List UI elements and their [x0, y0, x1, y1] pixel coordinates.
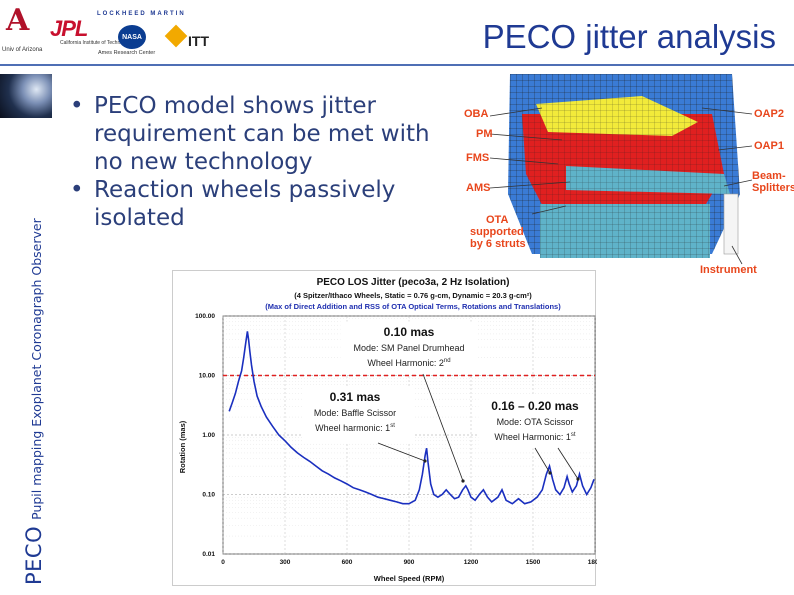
nasa-logo: NASA: [118, 25, 146, 49]
label-splitters: Splitters: [752, 182, 794, 194]
x-axis-label: Wheel Speed (RPM): [374, 574, 445, 583]
jitter-chart: PECO LOS Jitter (peco3a, 2 Hz Isolation)…: [172, 270, 597, 586]
y-tick-label: 100.00: [195, 313, 215, 320]
bullet-dot-icon: •: [70, 177, 84, 203]
annotation-arrow: [534, 447, 551, 474]
planet-image: [0, 74, 52, 118]
annotation-box: [340, 321, 478, 375]
annotation-arrow-head: [423, 459, 427, 463]
telescope-render: [489, 74, 753, 265]
bullet-item: • PECO model shows jitter requirement ca…: [70, 92, 450, 176]
annotation-arrow: [422, 373, 464, 482]
jpl-logo: JPL: [50, 16, 88, 41]
chart-ticks: 0 300 600 900 1200 1500 1800 100.00 10.00 1.00 0.1…: [195, 313, 597, 566]
annotation-harmonic-sup: nd: [444, 358, 451, 364]
itt-logo-icon: [164, 24, 188, 48]
annotation-value: 0.16 – 0.20 mas: [491, 399, 579, 413]
x-tick-label: 1200: [464, 559, 479, 566]
annotation-value: 0.31 mas: [330, 390, 381, 404]
chart-series: [228, 331, 595, 505]
annotation-box: [302, 386, 414, 444]
annotation-arrow-head: [461, 479, 465, 483]
bullet-item: • Reaction wheels passively isolated: [70, 176, 450, 232]
chart-subtitle-2: (Max of Direct Addition and RSS of OTA O…: [265, 302, 561, 311]
x-tick-label: 900: [404, 559, 415, 566]
x-tick-label: 600: [342, 559, 353, 566]
label-pm: PM: [476, 128, 493, 140]
annotation-arrow-head: [548, 471, 552, 475]
annotation-harmonic: Wheel Harmonic: 2nd: [367, 358, 450, 368]
annotation-box: [478, 395, 594, 449]
x-tick-label: 300: [280, 559, 291, 566]
header-divider: [0, 64, 794, 66]
label-oba: OBA: [464, 108, 489, 120]
partner-logos: A Univ of Arizona JPL California Institu…: [0, 0, 240, 64]
itt-logo: ITT: [188, 33, 209, 49]
annotation-harmonic-sup: st: [571, 432, 576, 438]
telescope-model-image: OBA PM FMS AMS OTA supported by 6 struts…: [462, 74, 794, 278]
annotation-harmonic-sup: st: [390, 423, 395, 429]
label-instrument: Instrument: [700, 264, 757, 276]
chart-annotations: 0.10 mas Mode: SM Panel Drumhead Wheel Har…: [302, 321, 594, 483]
ua-logo: A: [6, 3, 30, 38]
annotation-mode: Mode: Baffle Scissor: [314, 408, 396, 418]
bullet-text: Reaction wheels passively isolated: [94, 177, 396, 231]
x-tick-label: 1500: [526, 559, 541, 566]
label-ota-supported: supported: [470, 226, 524, 238]
y-tick-label: 0.01: [202, 551, 215, 558]
annotation-harmonic: Wheel harmonic: 1st: [315, 423, 395, 433]
label-oap1: OAP1: [754, 140, 784, 152]
sidebar-title-big: PECO: [22, 525, 46, 585]
annotation-value: 0.10 mas: [384, 325, 435, 339]
label-oap2: OAP2: [754, 108, 784, 120]
jpl-logo-text: California Institute of Technology: [60, 40, 133, 46]
annotation-arrow: [377, 442, 426, 462]
jitter-chart-svg: PECO LOS Jitter (peco3a, 2 Hz Isolation)…: [178, 277, 597, 583]
ames-logo-text: Ames Research Center: [98, 50, 156, 56]
label-beam: Beam-: [752, 170, 786, 182]
label-ota: OTA: [486, 214, 509, 226]
page-title: PECO jitter analysis: [482, 18, 776, 55]
annotation-mode: Mode: OTA Scissor: [497, 417, 574, 427]
x-tick-label: 0: [221, 559, 225, 566]
lockheed-logo: LOCKHEED MARTIN: [97, 11, 186, 17]
bullet-text: PECO model shows jitter requirement can …: [94, 93, 430, 175]
y-tick-label: 1.00: [202, 432, 215, 439]
annotation-harmonic: Wheel Harmonic: 1st: [494, 432, 576, 442]
bullet-list: • PECO model shows jitter requirement ca…: [70, 92, 450, 232]
bullet-dot-icon: •: [70, 93, 84, 119]
x-tick-label: 1800: [588, 559, 597, 566]
y-tick-label: 10.00: [199, 373, 216, 380]
chart-subtitle-1: (4 Spitzer/Ithaco Wheels, Static = 0.76 …: [294, 291, 532, 300]
chart-title: PECO LOS Jitter (peco3a, 2 Hz Isolation): [317, 277, 510, 288]
y-tick-label: 0.10: [202, 492, 215, 499]
annotation-arrow: [557, 447, 579, 480]
sidebar-title-small: Pupil mapping Exoplanet Coronagraph Obse…: [29, 218, 44, 520]
label-fms: FMS: [466, 152, 490, 164]
ua-logo-text: Univ of Arizona: [2, 47, 43, 53]
annotation-mode: Mode: SM Panel Drumhead: [353, 343, 464, 353]
annotation-arrow-head: [576, 477, 580, 481]
jitter-series-line: [228, 331, 595, 505]
y-axis-label: Rotation (mas): [178, 420, 187, 473]
label-ams: AMS: [466, 182, 491, 194]
label-ota-struts: by 6 struts: [470, 238, 526, 250]
